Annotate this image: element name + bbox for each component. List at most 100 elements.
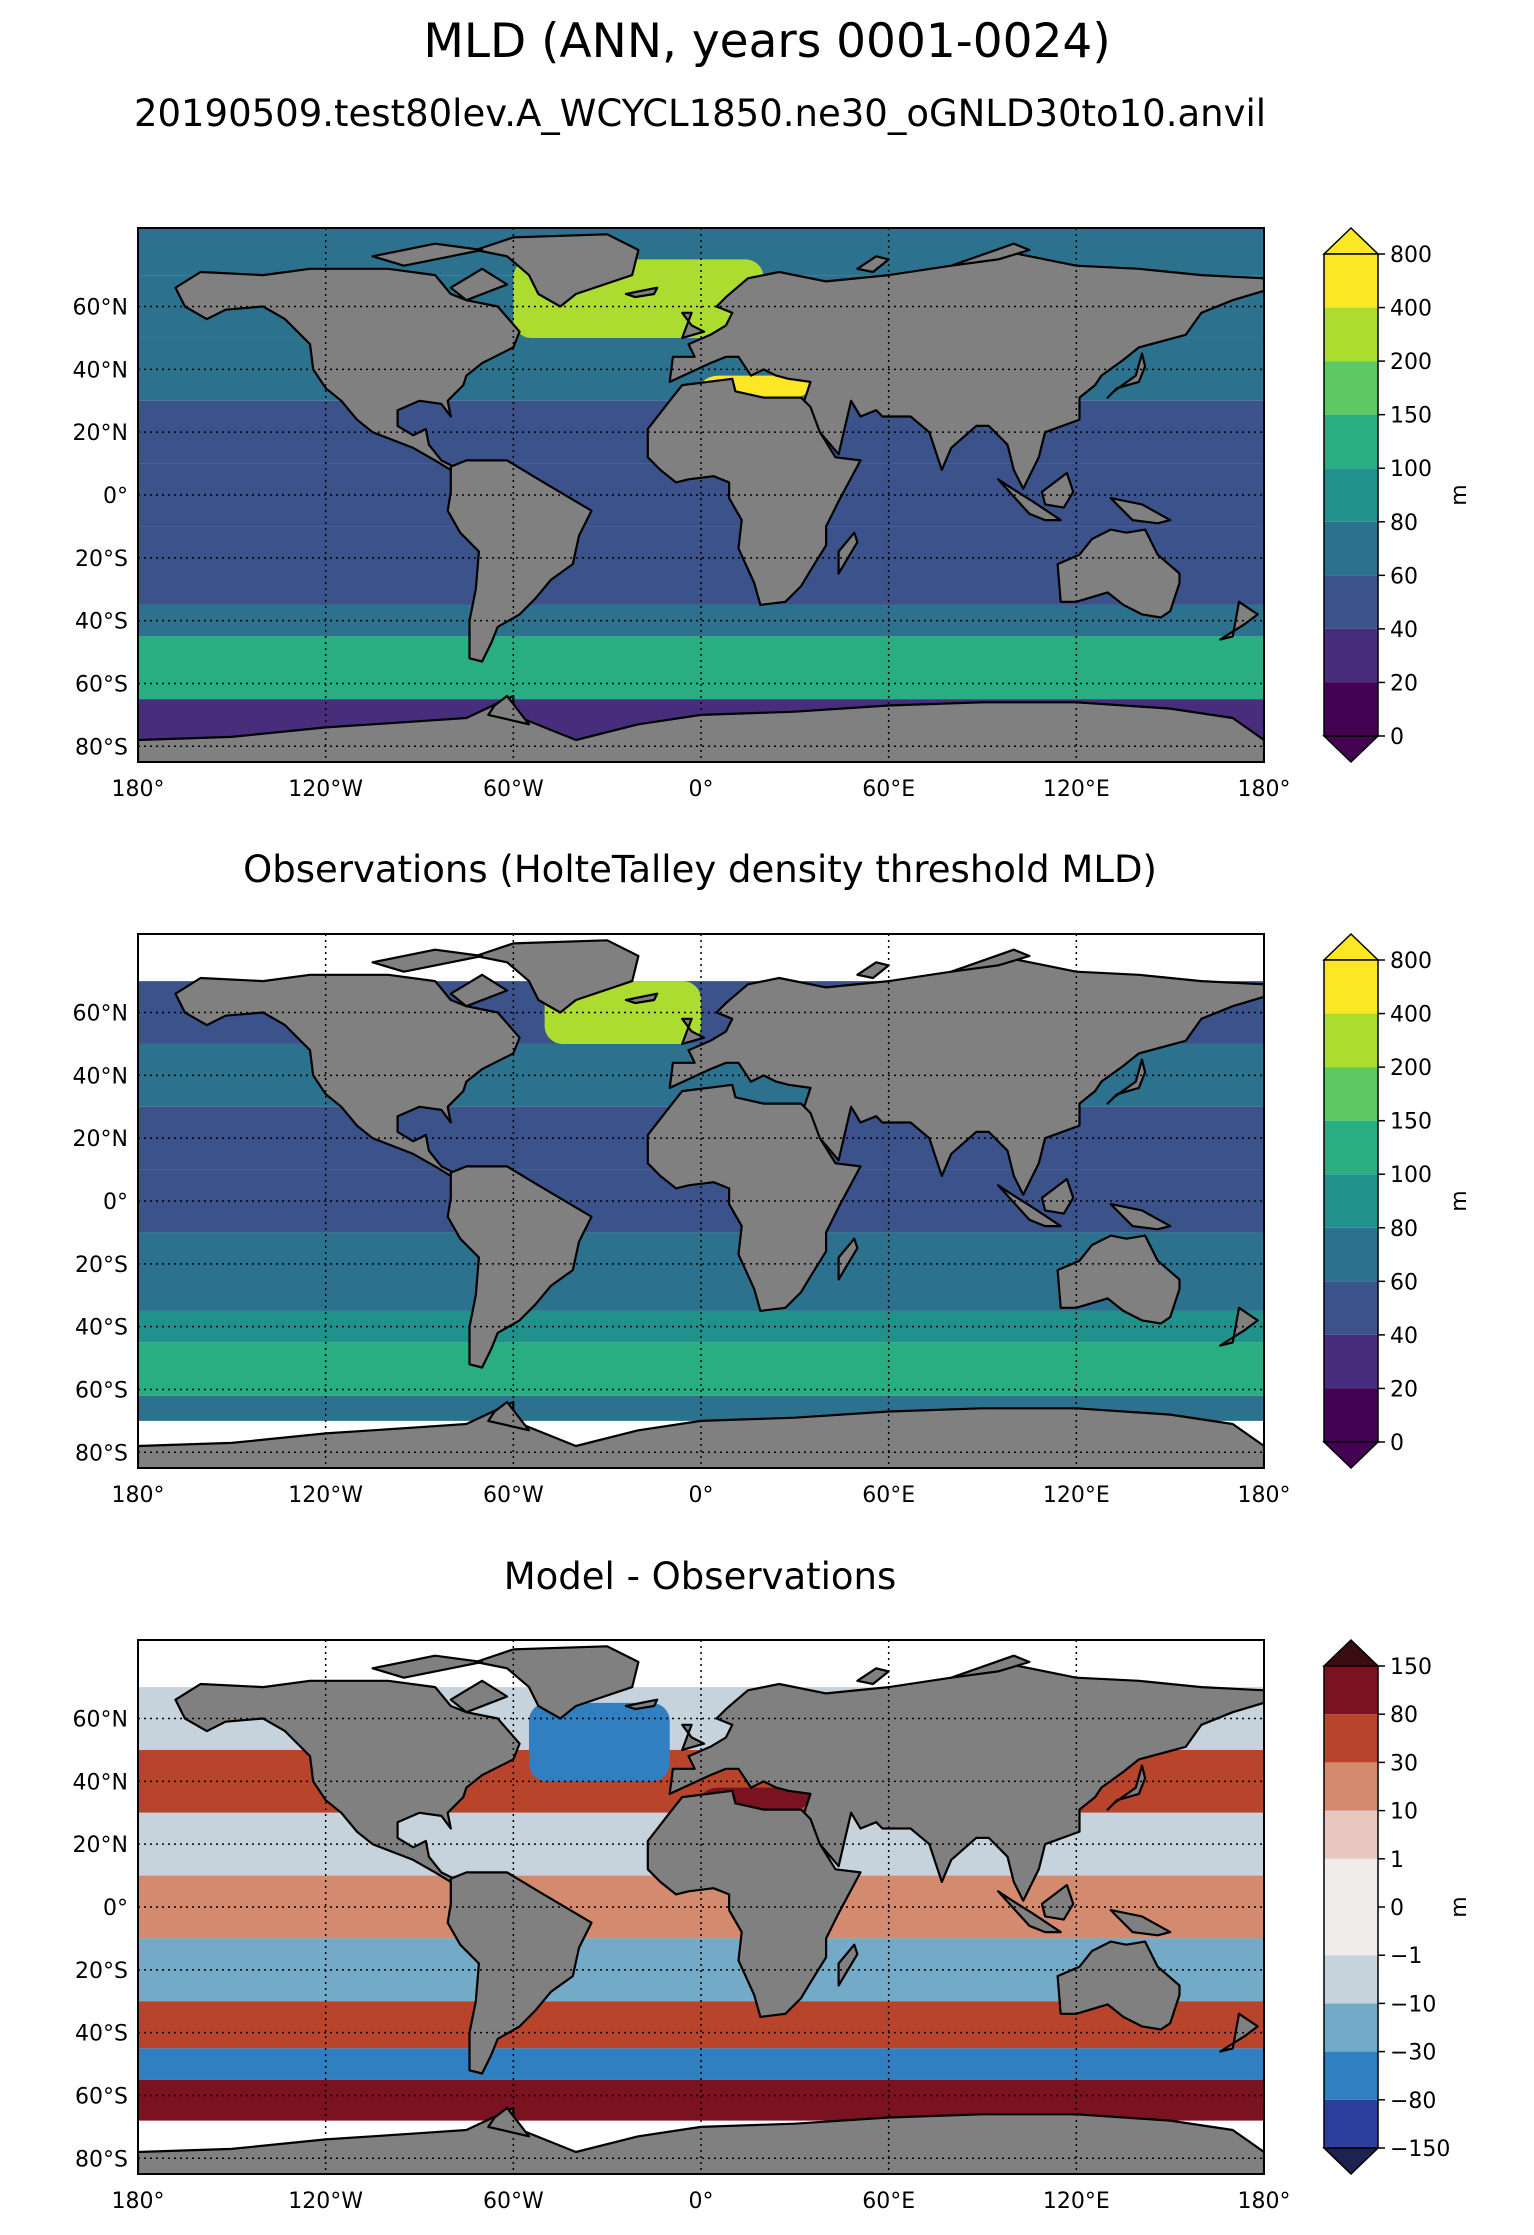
colorbar-tick-label: 1 <box>1390 1848 1404 1873</box>
land-mass <box>1106 1764 1147 1811</box>
land-mass <box>474 1645 640 1720</box>
lat-tick-label: 0° <box>103 484 128 509</box>
colorbar-segment <box>1324 1762 1378 1811</box>
land-mass <box>681 1017 706 1046</box>
land-mass <box>474 233 640 308</box>
land-mass <box>487 1400 531 1432</box>
lon-tick-label: 60°E <box>862 2189 915 2214</box>
colorbar-segment <box>1324 2003 1378 2052</box>
colorbar-tick-label: 150 <box>1390 404 1432 429</box>
land-mass <box>446 1165 593 1369</box>
colorbar-extend-min <box>1322 735 1380 764</box>
figure-title: MLD (ANN, years 0001-0024) <box>423 14 1111 69</box>
colorbar-segment <box>1324 1334 1378 1389</box>
lon-tick-label: 120°E <box>1043 1483 1110 1508</box>
map-panel-3: 180° 120°W 60°W 0° 60°E 120°E 180° 60°N 40°N 20°N… <box>73 1638 1472 2214</box>
lon-tick-label: 0° <box>689 777 714 802</box>
colorbar-tick-label: 100 <box>1390 457 1432 482</box>
colorbar-tick-label: 80 <box>1390 1703 1418 1728</box>
land-mass <box>996 1890 1062 1934</box>
colorbar-segment <box>1324 960 1378 1014</box>
land-mass <box>837 1237 859 1281</box>
colorbar-tick-label: 40 <box>1390 618 1418 643</box>
lon-tick-label: 180° <box>112 1483 165 1508</box>
colorbar-tick-label: −1 <box>1390 1944 1422 1969</box>
lat-tick-label: 40°N <box>73 1770 128 1795</box>
lon-tick-label: 60°W <box>483 1483 544 1508</box>
land-mass <box>138 1400 1264 1468</box>
colorbar-segment <box>1324 307 1378 362</box>
land-mass <box>681 311 706 339</box>
panel-1-title: 20190509.test80lev.A_WCYCL1850.ne30_oGNL… <box>133 92 1267 135</box>
lon-tick-label: 120°W <box>288 1483 363 1508</box>
colorbar-segment <box>1324 468 1378 522</box>
land-mass <box>174 1679 521 1884</box>
land-mass <box>950 242 1031 267</box>
colorbar-tick-label: 60 <box>1390 564 1418 589</box>
land-mass <box>487 2106 531 2138</box>
colorbar-tick-label: 60 <box>1390 1270 1418 1295</box>
colorbar-tick-label: −80 <box>1390 2089 1436 2114</box>
land-mass <box>1056 528 1181 619</box>
colorbar-segment <box>1324 2051 1378 2100</box>
land-mass <box>1040 471 1075 509</box>
colorbar-frame <box>1323 959 1379 1443</box>
colorbar-segment <box>1324 1388 1378 1442</box>
colorbar-tick-label: 100 <box>1390 1163 1432 1188</box>
colorbar-segment <box>1324 254 1378 308</box>
land-mass <box>371 1654 484 1679</box>
land-mass <box>1106 352 1147 399</box>
lat-tick-label: 60°S <box>75 672 128 697</box>
lat-tick-label: 40°S <box>75 610 128 635</box>
colorbar-segment <box>1324 1067 1378 1121</box>
map-frame <box>137 933 1265 1469</box>
colorbar-segment <box>1324 1013 1378 1068</box>
colorbar-segment <box>1324 1955 1378 2004</box>
land-mass <box>837 531 859 575</box>
land-mass <box>950 1654 1031 1679</box>
colorbar-tick-label: 400 <box>1390 297 1432 322</box>
lat-tick-label: 60°S <box>75 1378 128 1403</box>
lat-tick-label: 20°S <box>75 547 128 572</box>
zonal-band <box>138 2048 1264 2080</box>
lon-tick-label: 180° <box>112 2189 165 2214</box>
colorbar-tick-label: 150 <box>1390 1655 1432 1680</box>
lat-tick-label: 80°S <box>75 1441 128 1466</box>
colorbar-tick-label: 30 <box>1390 1751 1418 1776</box>
colorbar-extend-max <box>1322 932 1380 961</box>
lon-tick-label: 0° <box>689 2189 714 2214</box>
colorbar-segment <box>1324 1907 1378 1956</box>
lon-tick-label: 60°E <box>862 1483 915 1508</box>
colorbar-segment <box>1324 521 1378 576</box>
lat-tick-label: 20°S <box>75 1253 128 1278</box>
land-mass <box>371 242 484 267</box>
colorbar-extend-min <box>1322 2147 1380 2176</box>
lon-tick-label: 60°W <box>483 2189 544 2214</box>
land-mass <box>681 1723 706 1752</box>
colorbar-label: m <box>1447 1896 1472 1917</box>
lon-tick-label: 0° <box>689 1483 714 1508</box>
lat-tick-label: 20°N <box>73 1127 128 1152</box>
land-mass <box>1109 1202 1172 1231</box>
land-mass <box>624 1698 659 1711</box>
land-mass <box>1109 497 1172 525</box>
panel-2-title: Observations (HolteTalley density thresh… <box>243 848 1157 891</box>
colorbar-extend-max <box>1322 1638 1380 1667</box>
colorbar-segment <box>1324 361 1378 415</box>
land-mass <box>1219 1306 1259 1347</box>
colorbar-segment <box>1324 1120 1378 1175</box>
land-mass <box>446 1871 593 2075</box>
land-mass <box>449 267 509 302</box>
colorbar-segment <box>1324 575 1378 629</box>
land-mass <box>996 1184 1062 1228</box>
colorbar-tick-label: −30 <box>1390 2041 1436 2066</box>
land-mass <box>1056 1940 1181 2031</box>
colorbar-segment <box>1324 1227 1378 1282</box>
colorbar-tick-label: 0 <box>1390 725 1404 750</box>
land-mass <box>646 377 862 607</box>
lat-tick-label: 20°S <box>75 1959 128 1984</box>
land-mass <box>449 973 509 1008</box>
colorbar-frame <box>1323 253 1379 737</box>
lat-tick-label: 40°N <box>73 1064 128 1089</box>
